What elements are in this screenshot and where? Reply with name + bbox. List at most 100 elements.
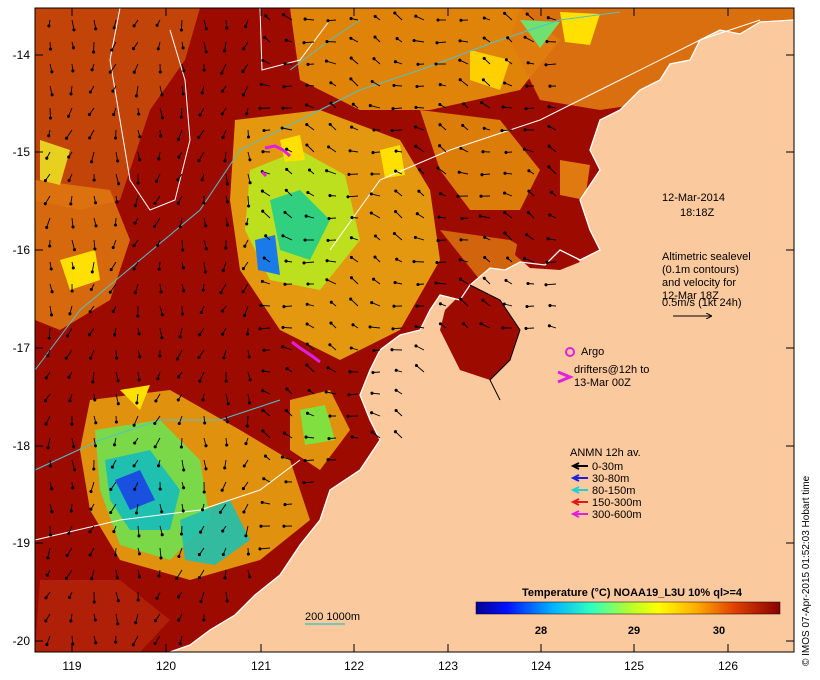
velocity-arrow-head: [133, 221, 137, 225]
velocity-arrow-head: [482, 126, 486, 130]
colorbar-tick-label: 29: [628, 625, 640, 637]
velocity-arrow-head: [108, 70, 112, 74]
velocity-arrow-head: [306, 62, 310, 66]
velocity-arrow-head: [136, 181, 140, 185]
velocity-arrow-head: [394, 388, 398, 392]
velocity-arrow-head: [248, 181, 252, 185]
velocity-arrow: [176, 569, 183, 579]
velocity-arrow-head: [201, 398, 205, 402]
drifter-track: [264, 144, 291, 158]
velocity-arrow-head: [113, 223, 118, 227]
velocity-arrow-head: [483, 255, 487, 260]
velocity-arrow-head: [200, 508, 205, 512]
velocity-arrow-head: [50, 93, 54, 97]
velocity-arrow-head: [438, 123, 442, 127]
velocity-arrow-head: [502, 302, 506, 306]
velocity-arrow-head: [241, 69, 245, 73]
velocity-arrow-head: [349, 56, 353, 60]
velocity-arrow: [244, 305, 249, 316]
velocity-arrow-head: [349, 255, 353, 259]
velocity-arrow-head: [500, 129, 504, 133]
velocity-arrow-head: [204, 27, 208, 31]
velocity-arrow-head: [153, 641, 157, 646]
colorbar-title: Temperature (°C) NOAA19_L3U 10% ql>=4: [522, 587, 743, 599]
velocity-arrow-head: [346, 195, 350, 199]
velocity-arrow-head: [204, 247, 208, 251]
velocity-arrow-head: [258, 327, 262, 331]
velocity-arrow-head: [224, 246, 228, 250]
velocity-arrow-head: [329, 300, 333, 304]
velocity-arrow-head: [416, 62, 420, 66]
velocity-arrow-head: [88, 136, 92, 140]
velocity-arrow-head: [547, 324, 551, 328]
velocity-arrow-head: [156, 47, 160, 51]
velocity-arrow-head: [131, 643, 135, 647]
velocity-arrow-head: [44, 619, 48, 623]
velocity-arrow-head: [199, 530, 203, 534]
velocity-arrow-head: [181, 46, 185, 50]
velocity-arrow-head: [462, 102, 466, 106]
velocity-arrow: [199, 371, 205, 382]
velocity-arrow: [504, 232, 513, 241]
velocity-arrow-head: [326, 458, 330, 462]
velocity-arrow-head: [479, 194, 483, 198]
velocity-arrow: [136, 85, 139, 96]
velocity-arrow-head: [92, 600, 96, 604]
velocity-arrow-head: [306, 190, 310, 195]
velocity-arrow-head: [302, 481, 306, 485]
velocity-arrow-head: [113, 333, 117, 337]
velocity-arrow-head: [262, 477, 266, 481]
velocity-arrow: [203, 261, 206, 272]
drifter-marker: [557, 370, 574, 384]
velocity-arrow-head: [93, 247, 97, 251]
velocity-arrow-head: [281, 13, 286, 17]
timestamp-time: 18:18Z: [680, 207, 715, 219]
velocity-arrow-head: [305, 83, 309, 87]
velocity-arrow-head: [155, 23, 159, 27]
velocity-arrow: [47, 547, 51, 558]
velocity-arrow-head: [481, 298, 485, 302]
velocity-arrow-head: [44, 422, 48, 426]
gulf-inlet: [440, 285, 520, 380]
velocity-arrow-head: [435, 41, 439, 45]
velocity-arrow-head: [111, 89, 115, 93]
velocity-arrow-head: [368, 325, 372, 329]
y-tick-label: -16: [13, 243, 31, 257]
velocity-arrow: [245, 525, 249, 536]
velocity-arrow-head: [200, 91, 204, 95]
velocity-arrow-head: [414, 363, 418, 368]
velocity-arrow-head: [46, 354, 50, 358]
velocity-arrow-head: [159, 556, 163, 560]
velocity-arrow-head: [545, 260, 549, 264]
velocity-arrow-head: [547, 144, 551, 148]
velocity-arrow-head: [116, 159, 120, 163]
velocity-arrow: [282, 235, 293, 241]
velocity-arrow-head: [546, 237, 550, 241]
velocity-arrow-head: [349, 276, 354, 280]
y-tick-label: -15: [13, 145, 31, 159]
velocity-arrow-head: [92, 50, 96, 54]
velocity-arrow-head: [412, 260, 416, 264]
velocity-arrow: [109, 283, 117, 293]
velocity-arrow-head: [324, 390, 328, 394]
velocity-arrow: [66, 569, 73, 579]
velocity-arrow-head: [241, 290, 245, 294]
velocity-arrow-head: [181, 266, 185, 270]
velocity-arrow-head: [306, 282, 310, 286]
velocity-arrow: [220, 503, 227, 513]
velocity-arrow: [110, 503, 117, 513]
velocity-arrow: [154, 217, 161, 227]
argo-label: Argo: [581, 346, 604, 358]
velocity-arrow-head: [261, 209, 265, 213]
velocity-arrow-head: [458, 258, 462, 262]
anmn-legend: ANMN 12h av. 0-30m30-80m80-150m150-300m3…: [570, 447, 642, 521]
velocity-arrow-head: [221, 269, 225, 273]
velocity-arrow: [66, 129, 73, 139]
velocity-arrow-head: [549, 190, 553, 194]
velocity-arrow-head: [280, 126, 284, 130]
velocity-arrow-head: [329, 101, 333, 105]
velocity-arrow-head: [245, 222, 249, 226]
velocity-arrow-head: [307, 168, 312, 172]
velocity-arrow-head: [114, 420, 118, 424]
